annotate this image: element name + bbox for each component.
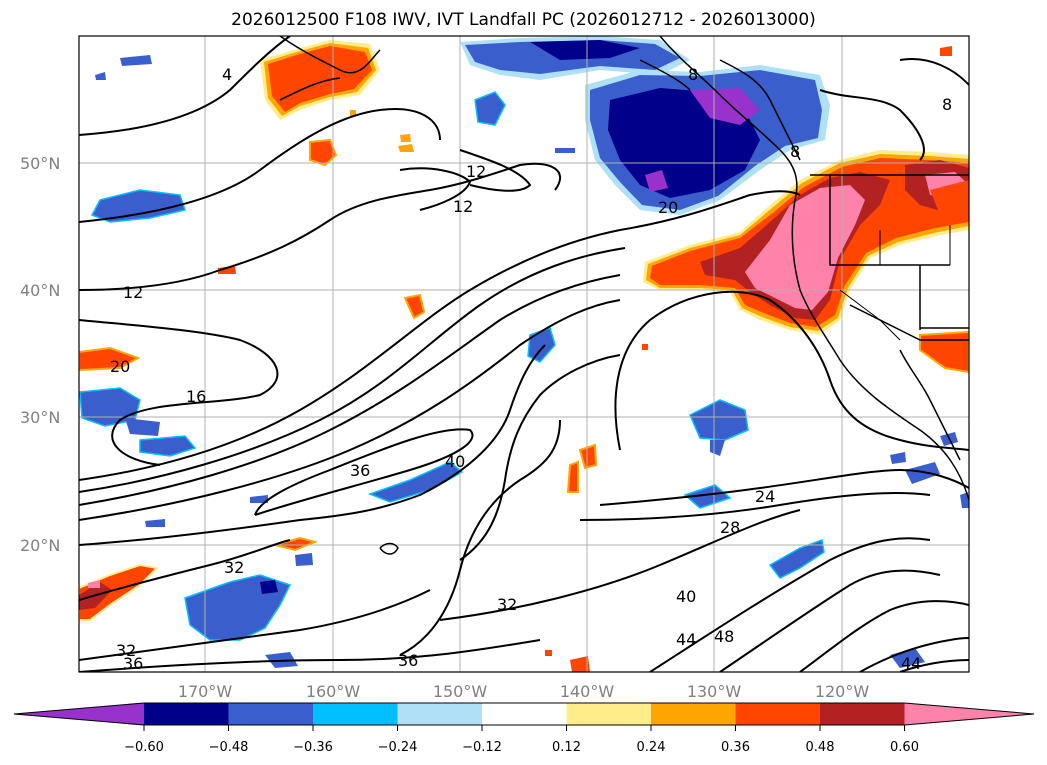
contour-label: 44 xyxy=(676,630,696,649)
longitude-labels: 170°W 160°W 150°W 140°W 130°W 120°W xyxy=(178,682,870,701)
colorbar-tick-label: −0.36 xyxy=(293,740,333,755)
colorbar-segment xyxy=(566,703,651,725)
map-border xyxy=(78,35,970,673)
lon-label: 140°W xyxy=(560,682,615,701)
colorbar-tick-label: −0.12 xyxy=(462,740,502,755)
colorbar-segment xyxy=(397,703,482,725)
contour-label: 8 xyxy=(942,95,952,114)
contour-label: 8 xyxy=(790,142,800,161)
contour-label: 12 xyxy=(123,283,143,302)
lat-label: 40°N xyxy=(20,281,60,300)
contour-label: 36 xyxy=(123,654,143,673)
colorbar-tick-label: 0.60 xyxy=(890,740,919,755)
state-borders xyxy=(829,175,951,341)
colorbar-segment xyxy=(313,703,398,725)
colorbar-segment xyxy=(144,703,229,725)
contour-label: 32 xyxy=(224,558,244,577)
negative-anomaly-gulf-alaska xyxy=(460,36,690,80)
contour-label: 4 xyxy=(222,65,232,84)
colorbar-tick-label: 0.24 xyxy=(637,740,666,755)
colorbar-tick-label: −0.48 xyxy=(209,740,249,755)
contour-label: 12 xyxy=(466,162,486,181)
lon-label: 170°W xyxy=(178,682,233,701)
negative-anomaly-patches xyxy=(79,55,969,668)
iwv-contours xyxy=(79,36,969,672)
lat-label: 20°N xyxy=(20,536,60,555)
lon-label: 130°W xyxy=(687,682,742,701)
lat-label: 50°N xyxy=(20,154,60,173)
contour-label: 20 xyxy=(658,198,678,217)
contour-label: 20 xyxy=(110,357,130,376)
lon-label: 150°W xyxy=(433,682,488,701)
contour-label: 12 xyxy=(453,197,473,216)
lat-label: 30°N xyxy=(20,408,60,427)
lon-label: 120°W xyxy=(815,682,870,701)
contour-label: 48 xyxy=(714,627,734,646)
colorbar-segment xyxy=(651,703,736,725)
colorbar-tick-label: 0.36 xyxy=(721,740,750,755)
colorbar-segment xyxy=(228,703,313,725)
contour-label: 40 xyxy=(445,452,465,471)
positive-anomaly-patches xyxy=(79,40,969,672)
colorbar-tick-label: 0.12 xyxy=(552,740,581,755)
colorbar-tick-label: −0.60 xyxy=(124,740,164,755)
colorbar-tick-label: −0.24 xyxy=(378,740,418,755)
colorbar: −0.60 −0.48 −0.36 −0.24 −0.12 0.12 0.24 … xyxy=(13,702,1035,755)
contour-label: 32 xyxy=(497,595,517,614)
contour-labels: 4 8 8 8 12 12 12 16 20 20 24 28 32 32 32… xyxy=(110,65,952,673)
contour-label: 44 xyxy=(901,654,921,673)
colorbar-extend-high xyxy=(904,703,1034,725)
colorbar-segment xyxy=(820,703,905,725)
contour-label: 16 xyxy=(186,387,206,406)
colorbar-segment xyxy=(482,703,567,725)
contour-label: 40 xyxy=(676,587,696,606)
lon-label: 160°W xyxy=(306,682,361,701)
colorbar-segment xyxy=(735,703,820,725)
colorbar-tick-label: 0.48 xyxy=(806,740,835,755)
map-title: 2026012500 F108 IWV, IVT Landfall PC (20… xyxy=(231,10,816,30)
contour-label: 32 xyxy=(116,641,136,660)
contour-label: 36 xyxy=(398,651,418,670)
map-content: 4 8 8 8 12 12 12 16 20 20 24 28 32 32 32… xyxy=(79,36,969,673)
contour-label: 36 xyxy=(350,461,370,480)
colorbar-extend-low xyxy=(14,703,144,725)
colorbar-ticks: −0.60 −0.48 −0.36 −0.24 −0.12 0.12 0.24 … xyxy=(124,740,919,755)
contour-label: 24 xyxy=(755,487,775,506)
gridlines xyxy=(79,36,969,672)
contour-label: 8 xyxy=(688,65,698,84)
latitude-labels: 50°N 40°N 30°N 20°N xyxy=(20,154,60,555)
contour-label: 28 xyxy=(720,518,740,537)
